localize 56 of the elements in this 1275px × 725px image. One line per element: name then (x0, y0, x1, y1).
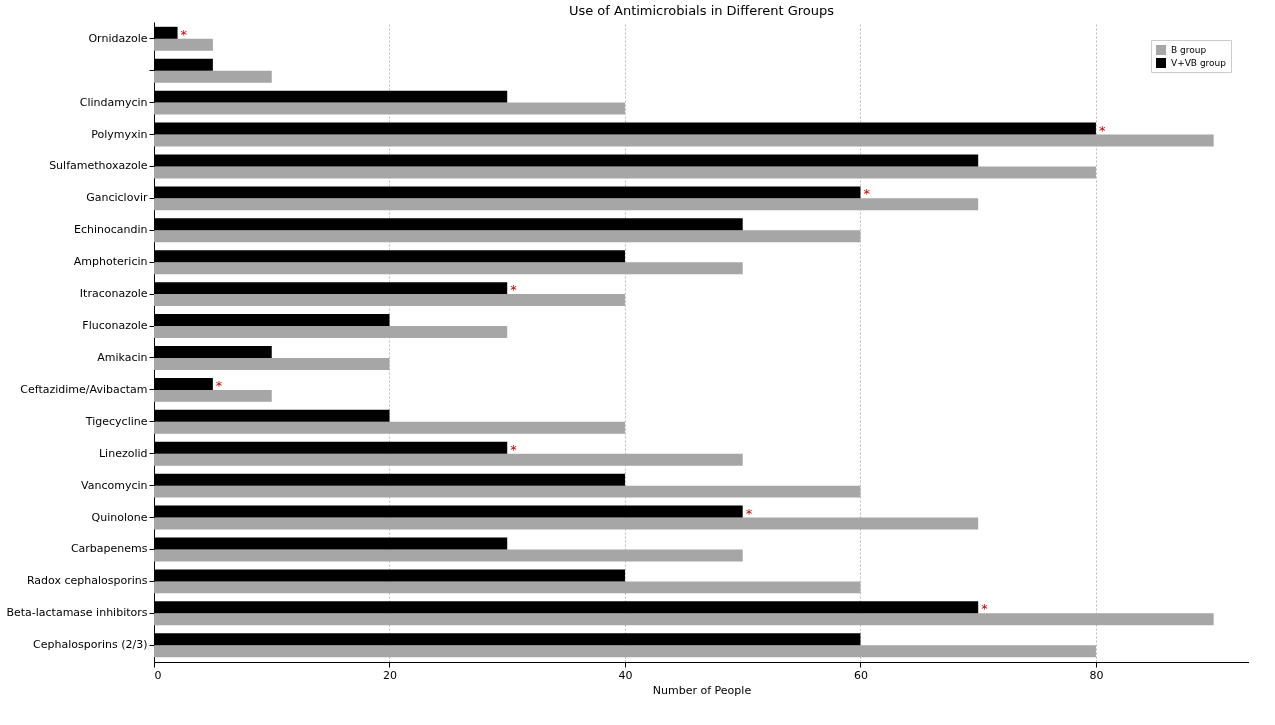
y-tick-label: Quinolone (91, 510, 148, 524)
bar (154, 70, 272, 83)
y-tick-label: Ganciclovir (86, 191, 148, 205)
x-tick-label: 20 (382, 668, 397, 682)
bar (154, 134, 1214, 147)
y-tick-label: Amikacin (97, 350, 148, 364)
bar (154, 198, 979, 211)
y-tick-label: Ceftazidime/Avibactam (20, 382, 148, 396)
bar (154, 581, 861, 594)
y-tick-label: Linezolid (98, 446, 148, 460)
x-axis-title: Number of People (652, 683, 752, 697)
y-tick-label: Sulfamethoxazole (49, 159, 148, 173)
y-tick-label: Radox cephalosporins (26, 574, 148, 588)
bar (154, 38, 213, 51)
x-tick-label: 60 (853, 668, 868, 682)
bar (154, 549, 743, 562)
bar (154, 517, 979, 530)
annotation: * (863, 186, 871, 202)
annotation: * (215, 377, 223, 393)
bar (154, 645, 1096, 658)
y-tick-label: Fluconazole (82, 319, 148, 333)
y-tick-label: Echinocandin (74, 223, 148, 237)
y-tick-label: Tigecycline (84, 414, 148, 428)
bar (154, 102, 625, 115)
bar (154, 326, 508, 339)
chart-title: Use of Antimicrobials in Different Groups (568, 3, 835, 18)
bar (154, 262, 743, 275)
bar (154, 453, 743, 466)
y-tick-label: Cephalosporins (2/3) (33, 638, 148, 652)
y-tick-label: Itraconazole (79, 287, 148, 301)
x-tick-label: 0 (154, 668, 162, 682)
x-tick-label: 80 (1089, 668, 1104, 682)
annotation: * (981, 601, 989, 617)
bar (154, 421, 625, 434)
bar (154, 357, 390, 370)
legend-label: V+VB group (1171, 58, 1227, 68)
bar (154, 389, 272, 402)
annotation: * (1098, 122, 1106, 138)
annotation: * (745, 505, 753, 521)
bar (154, 613, 1214, 626)
annotation: * (510, 282, 518, 298)
bar (154, 230, 861, 243)
bar (154, 294, 625, 307)
x-tick-label: 40 (618, 668, 633, 682)
y-tick-label: Vancomycin (81, 478, 148, 492)
legend-label: B group (1171, 45, 1207, 55)
annotation: * (180, 26, 188, 42)
y-tick-label: Amphotericin (73, 255, 148, 269)
bar (154, 485, 861, 498)
y-tick-label: Ornidazole (88, 31, 148, 45)
y-tick-label: Beta-lactamase inhibitors (6, 606, 148, 620)
y-tick-label: Clindamycin (79, 95, 148, 109)
y-tick-label: Polymyxin (91, 127, 148, 141)
y-tick-label: Carbapenems (70, 542, 148, 556)
annotation: * (510, 441, 518, 457)
bar (154, 166, 1096, 179)
